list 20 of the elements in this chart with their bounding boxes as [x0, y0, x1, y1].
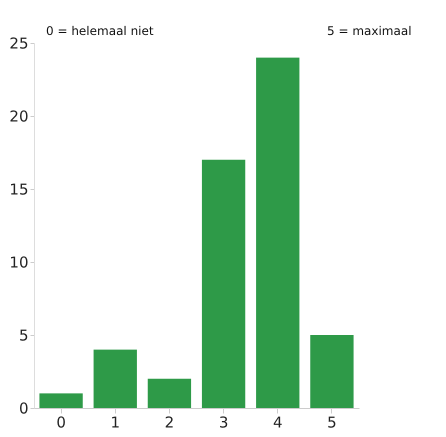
text: 5 = maximaal [327, 24, 412, 38]
y-tick-label: 25 [9, 34, 28, 52]
x-tick-label: 0 [56, 414, 66, 432]
bar [148, 378, 192, 408]
y-tick-label: 15 [9, 180, 28, 198]
bar [256, 58, 300, 408]
y-tick-label: 5 [18, 326, 28, 344]
text: 0 = helemaal niet [46, 24, 154, 38]
bar [39, 393, 83, 408]
y-tick-label: 20 [9, 108, 28, 126]
x-tick-label: 5 [327, 414, 337, 432]
bar [94, 350, 137, 408]
y-tick-label: 10 [9, 254, 28, 272]
y-tick-label: 0 [18, 400, 28, 418]
bar [202, 160, 246, 408]
bar [310, 335, 354, 408]
x-tick-label: 1 [110, 414, 120, 432]
x-tick-label: 4 [272, 414, 283, 432]
x-tick-label: 3 [218, 414, 228, 432]
x-tick-label: 2 [164, 414, 174, 432]
